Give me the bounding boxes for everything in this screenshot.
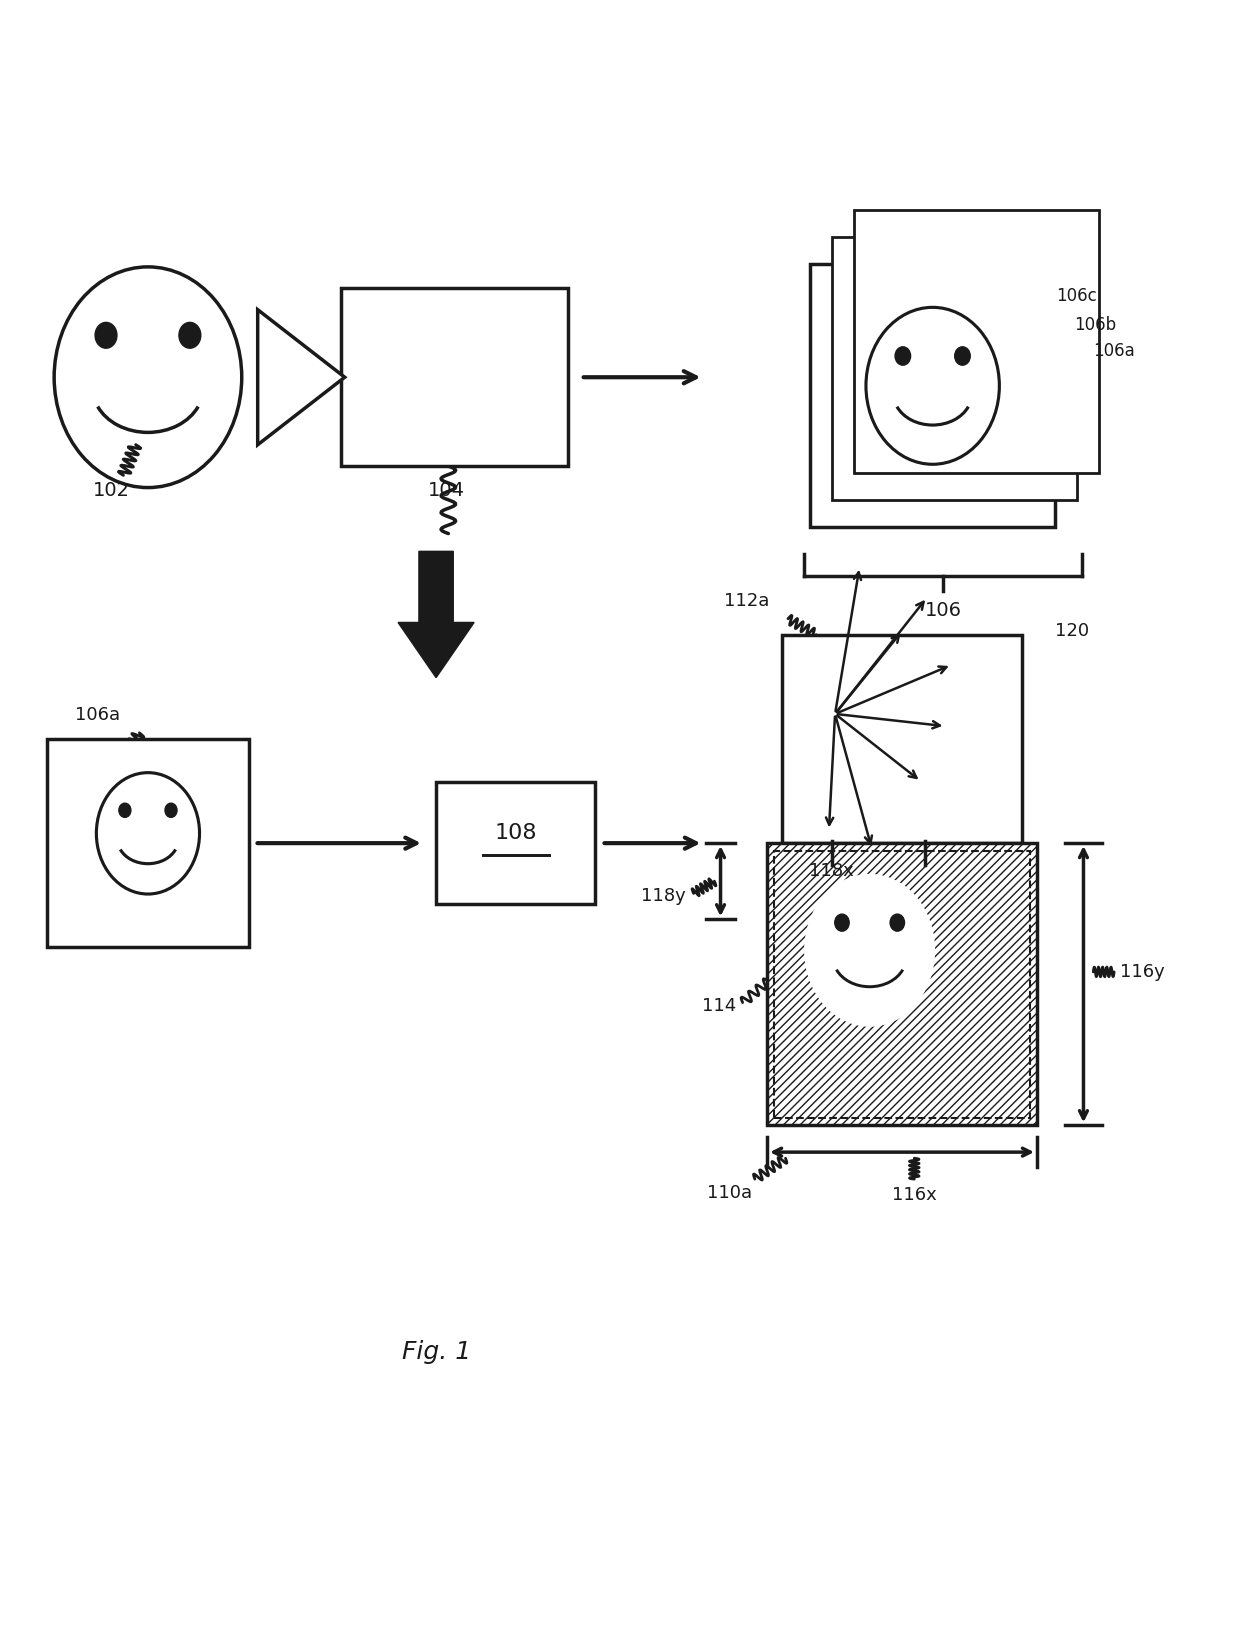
Bar bbox=[810, 263, 1055, 528]
Bar bbox=[436, 782, 595, 905]
Text: 116y: 116y bbox=[1120, 964, 1166, 982]
Text: 112a: 112a bbox=[724, 592, 770, 611]
Text: 106a: 106a bbox=[1094, 343, 1135, 361]
Text: 120: 120 bbox=[1055, 622, 1090, 640]
Bar bbox=[47, 739, 249, 947]
Text: Fig. 1: Fig. 1 bbox=[402, 1341, 471, 1363]
Ellipse shape bbox=[890, 915, 904, 931]
Text: 102: 102 bbox=[93, 481, 130, 500]
Ellipse shape bbox=[835, 915, 849, 931]
Ellipse shape bbox=[955, 346, 970, 366]
Ellipse shape bbox=[895, 346, 910, 366]
Bar bbox=[832, 237, 1078, 500]
Text: 114: 114 bbox=[702, 998, 737, 1016]
Text: 118x: 118x bbox=[808, 861, 853, 879]
Text: 118y: 118y bbox=[641, 887, 686, 905]
Text: 106a: 106a bbox=[74, 707, 120, 725]
Text: 108: 108 bbox=[495, 824, 537, 843]
Ellipse shape bbox=[804, 874, 935, 1027]
Text: 106c: 106c bbox=[1056, 288, 1097, 306]
Bar bbox=[341, 288, 568, 466]
Text: 104: 104 bbox=[428, 481, 465, 500]
Bar bbox=[768, 843, 1037, 1124]
Text: 106: 106 bbox=[925, 601, 961, 621]
Ellipse shape bbox=[95, 322, 117, 348]
Ellipse shape bbox=[179, 322, 201, 348]
Bar bbox=[782, 635, 1022, 843]
Ellipse shape bbox=[119, 803, 131, 817]
Text: 110a: 110a bbox=[707, 1185, 753, 1202]
Bar bbox=[775, 850, 1029, 1118]
Bar bbox=[854, 210, 1100, 473]
Text: 106b: 106b bbox=[1074, 315, 1116, 333]
Polygon shape bbox=[398, 551, 474, 678]
Ellipse shape bbox=[165, 803, 177, 817]
Polygon shape bbox=[258, 310, 345, 445]
Text: 116x: 116x bbox=[892, 1186, 936, 1204]
